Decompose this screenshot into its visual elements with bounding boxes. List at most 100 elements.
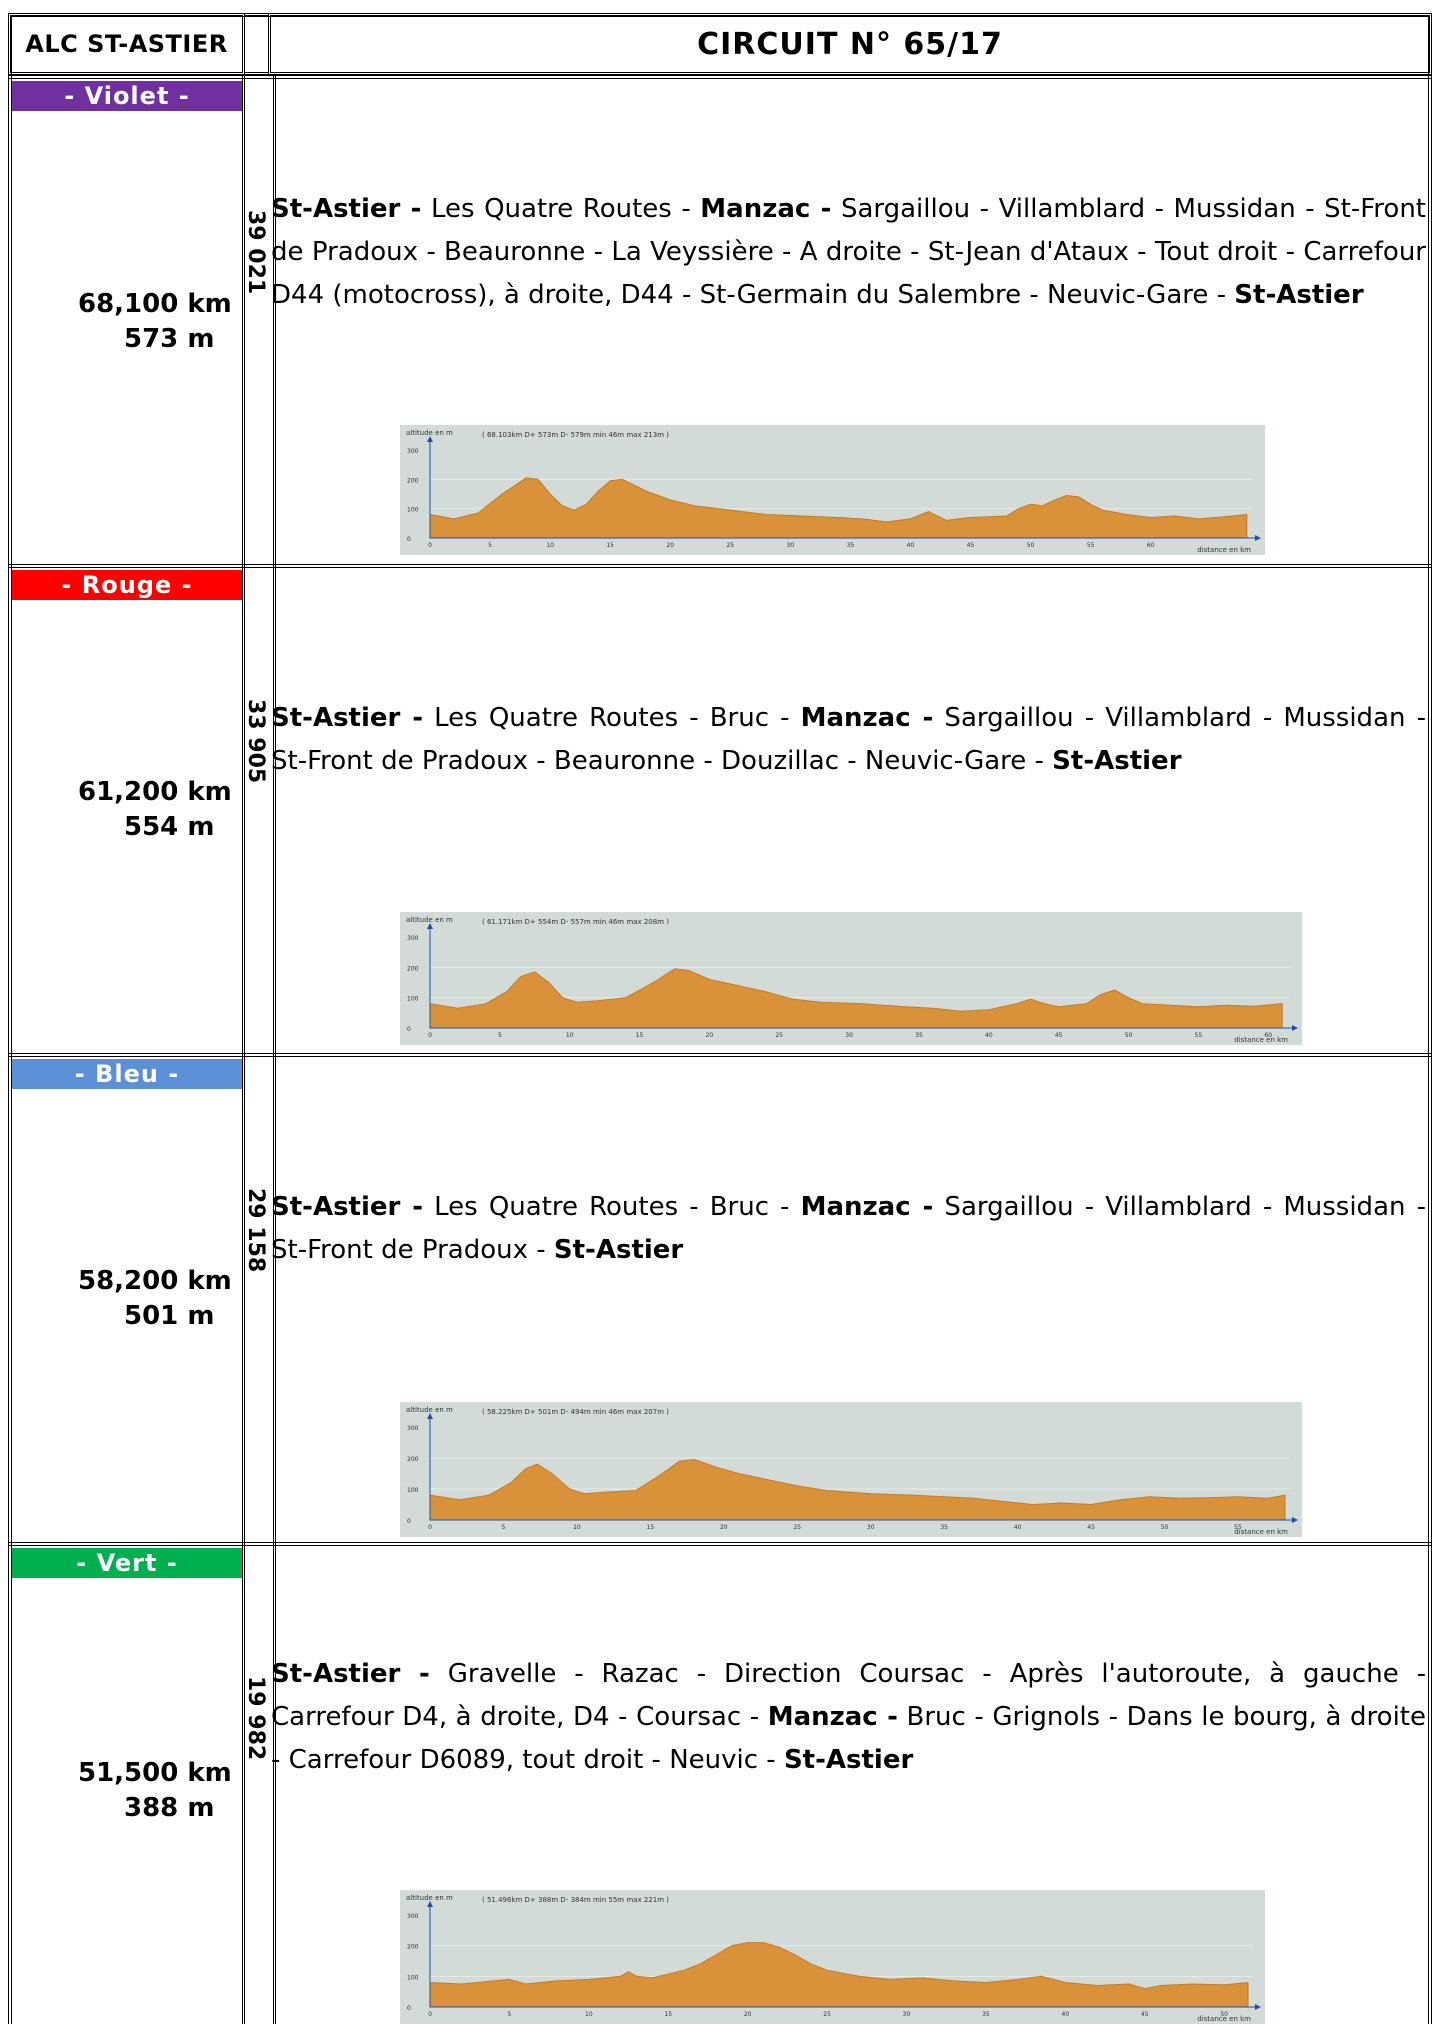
town-highlight: Manzac - — [767, 1702, 898, 1732]
x-tick-label: 60 — [1147, 542, 1155, 549]
x-axis-label: distance en km — [1234, 1528, 1288, 1536]
left-column — [8, 1053, 245, 1542]
y-axis-arrow — [427, 436, 433, 442]
x-axis-label: distance en km — [1197, 546, 1251, 554]
x-tick-label: 50 — [1125, 1032, 1133, 1039]
route-text: Sargaillou - Villamblard - Mussidan - St… — [271, 703, 1426, 776]
elevation-area — [429, 968, 1283, 1029]
route-row: - Rouge - — [8, 564, 1432, 1053]
y-tick-label: 0 — [407, 1518, 411, 1525]
x-tick-label: 0 — [428, 1524, 432, 1531]
elevation-area — [429, 1458, 1286, 1521]
x-tick-label: 30 — [845, 1032, 853, 1039]
x-tick-label: 55 — [1087, 542, 1095, 549]
town-highlight: Manzac - — [800, 1192, 934, 1222]
route-code: 19 982 — [243, 1676, 268, 1761]
x-tick-label: 35 — [982, 2011, 990, 2018]
route-description: St-Astier - Les Quatre Routes - Bruc - M… — [271, 1186, 1426, 1272]
y-axis-arrow — [427, 923, 433, 929]
x-axis-label: distance en km — [1197, 2015, 1251, 2023]
x-axis-arrow — [1255, 2004, 1261, 2010]
x-tick-label: 45 — [1141, 2011, 1149, 2018]
y-tick-label: 200 — [407, 477, 419, 484]
x-axis-arrow — [1255, 535, 1261, 541]
elevation-profile: altitude en m ( 61.171km D+ 554m D- 557m … — [400, 912, 1302, 1045]
y-tick-label: 200 — [407, 1944, 419, 1951]
x-tick-label: 5 — [508, 2011, 512, 2018]
row-divider — [8, 75, 1432, 79]
x-tick-label: 0 — [428, 542, 432, 549]
y-axis-arrow — [427, 1901, 433, 1907]
y-axis-label: altitude en m — [406, 429, 453, 437]
elevation-gain: 388 m — [124, 1793, 215, 1823]
x-tick-label: 45 — [967, 542, 975, 549]
x-tick-label: 0 — [428, 1032, 432, 1039]
x-tick-label: 10 — [573, 1524, 581, 1531]
x-tick-label: 20 — [666, 542, 674, 549]
x-tick-label: 25 — [775, 1032, 783, 1039]
profile-stats: ( 51.496km D+ 388m D- 384m min 55m max 2… — [482, 1896, 669, 1904]
route-description: St-Astier - Les Quatre Routes - Bruc - M… — [271, 697, 1426, 783]
code-column — [248, 75, 276, 564]
color-label: - Vert - — [12, 1548, 242, 1578]
town-highlight: St-Astier — [1234, 280, 1364, 310]
left-column — [8, 564, 245, 1053]
x-tick-label: 20 — [706, 1032, 714, 1039]
axes — [429, 1415, 1294, 1521]
route-distance: 61,200 km 554 m — [0, 775, 237, 845]
x-axis-label: distance en km — [1234, 1036, 1288, 1044]
x-tick-label: 45 — [1055, 1032, 1063, 1039]
y-tick-label: 200 — [407, 1456, 419, 1463]
y-axis-arrow — [427, 1413, 433, 1419]
x-tick-label: 10 — [566, 1032, 574, 1039]
color-label: - Rouge - — [12, 570, 242, 600]
header-divider — [245, 13, 268, 75]
y-tick-label: 100 — [407, 507, 419, 514]
town-highlight: St-Astier — [783, 1745, 914, 1775]
town-highlight: St-Astier - — [271, 194, 422, 224]
route-code: 33 905 — [243, 699, 268, 784]
x-tick-label: 5 — [498, 1032, 502, 1039]
x-tick-label: 40 — [907, 542, 915, 549]
town-highlight: St-Astier — [1052, 746, 1182, 776]
town-highlight: St-Astier - — [271, 1192, 424, 1222]
y-tick-label: 0 — [407, 536, 411, 543]
x-tick-label: 40 — [1062, 2011, 1070, 2018]
row-divider — [8, 1542, 1432, 1546]
y-tick-label: 100 — [407, 1487, 419, 1494]
x-tick-label: 50 — [1027, 542, 1035, 549]
x-tick-label: 45 — [1087, 1524, 1095, 1531]
town-highlight: St-Astier - — [271, 1659, 430, 1689]
route-code: 39 021 — [243, 210, 268, 295]
y-axis-label: altitude en m — [406, 1894, 453, 1902]
route-row: - Violet - — [8, 75, 1432, 564]
route-text: Sargaillou - Villamblard - Mussidan - St… — [271, 194, 1426, 310]
y-tick-label: 300 — [407, 448, 419, 455]
elevation-gain: 554 m — [124, 812, 215, 842]
route-text: Bruc - Grignols - Dans le bourg, à droit… — [271, 1702, 1426, 1775]
route-distance: 51,500 km 388 m — [0, 1756, 237, 1826]
elevation-area — [429, 477, 1248, 539]
elevation-profile: altitude en m ( 58.225km D+ 501m D- 494m … — [400, 1402, 1302, 1537]
y-tick-label: 300 — [407, 935, 419, 942]
x-tick-label: 25 — [823, 2011, 831, 2018]
route-text: Gravelle - Razac - Direction Coursac - A… — [271, 1659, 1426, 1732]
x-tick-label: 15 — [606, 542, 614, 549]
x-tick-label: 15 — [647, 1524, 655, 1531]
x-tick-label: 15 — [636, 1032, 644, 1039]
code-column — [248, 1053, 276, 1542]
x-tick-label: 40 — [1014, 1524, 1022, 1531]
x-axis-arrow — [1292, 1025, 1298, 1031]
elevation-area — [429, 1942, 1249, 2008]
route-code: 29 158 — [243, 1188, 268, 1273]
x-tick-label: 5 — [488, 542, 492, 549]
x-tick-label: 30 — [787, 542, 795, 549]
distance-km: 68,100 km — [78, 289, 232, 319]
distance-km: 58,200 km — [78, 1266, 232, 1296]
profile-stats: ( 58.225km D+ 501m D- 494m min 46m max 2… — [482, 1408, 669, 1416]
x-tick-label: 30 — [867, 1524, 875, 1531]
y-axis-label: altitude en m — [406, 916, 453, 924]
row-divider — [8, 564, 1432, 568]
route-text: Les Quatre Routes - Bruc - — [423, 1192, 801, 1222]
y-tick-label: 0 — [407, 1026, 411, 1033]
